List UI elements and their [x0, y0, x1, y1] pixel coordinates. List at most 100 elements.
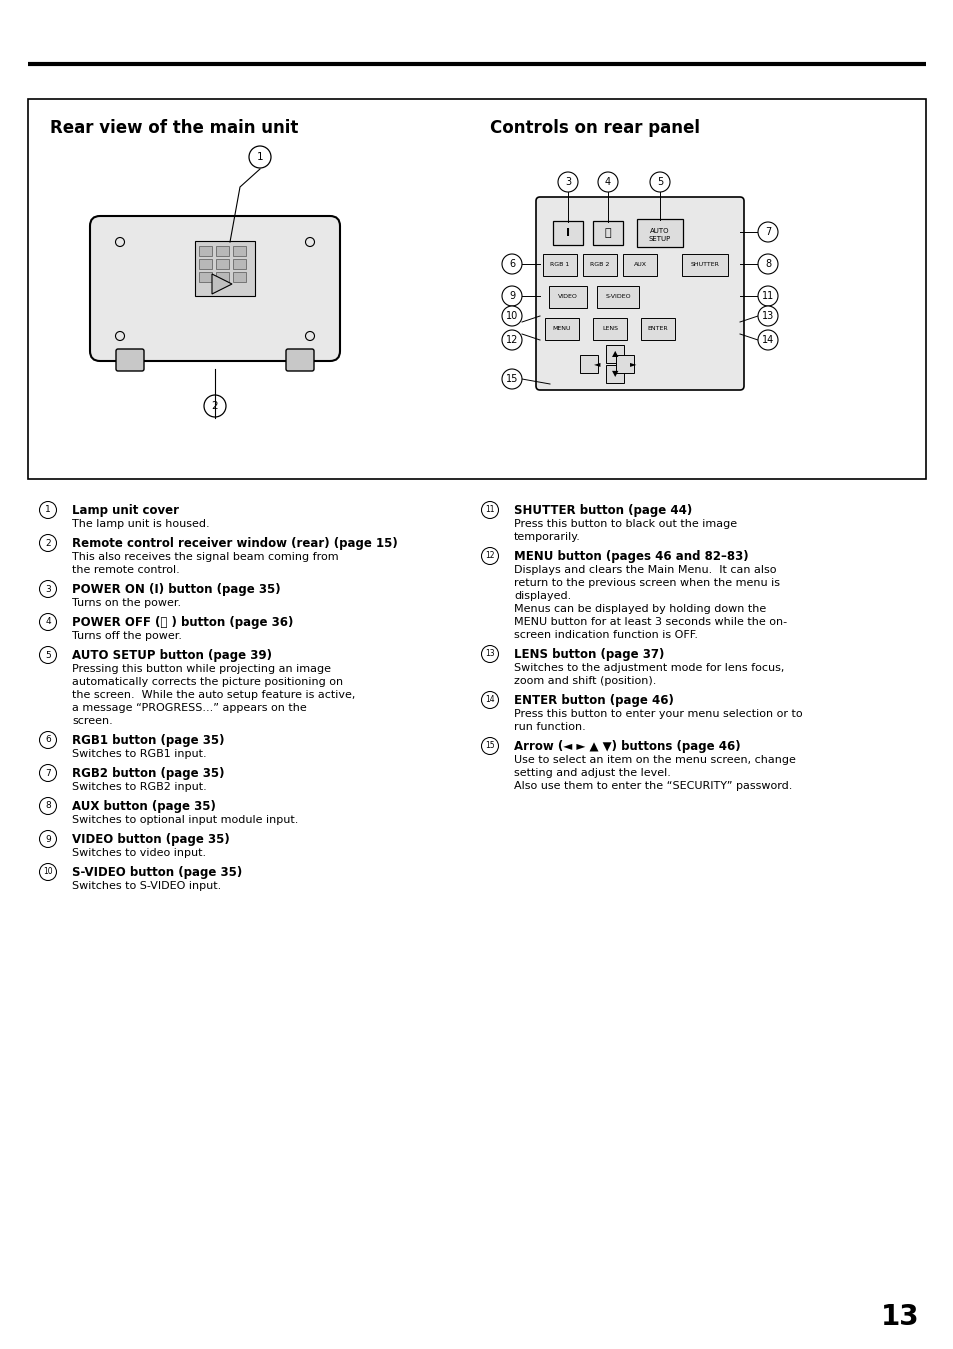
Text: Rear view of the main unit: Rear view of the main unit	[50, 119, 298, 138]
Text: 1: 1	[256, 152, 263, 162]
Text: Use to select an item on the menu screen, change: Use to select an item on the menu screen…	[514, 755, 795, 765]
Bar	[199, 272, 212, 282]
Text: AUTO SETUP button (page 39): AUTO SETUP button (page 39)	[71, 649, 272, 662]
Text: SETUP: SETUP	[648, 236, 670, 241]
FancyBboxPatch shape	[640, 318, 675, 340]
Text: ▲: ▲	[611, 349, 618, 359]
Text: ▼: ▼	[611, 370, 618, 379]
Text: 8: 8	[45, 801, 51, 811]
Text: ►: ►	[629, 359, 636, 368]
Circle shape	[39, 831, 56, 847]
Text: 13: 13	[761, 312, 773, 321]
Circle shape	[501, 331, 521, 349]
Circle shape	[758, 286, 778, 306]
Text: 9: 9	[45, 835, 51, 843]
Text: VIDEO button (page 35): VIDEO button (page 35)	[71, 832, 230, 846]
Text: 3: 3	[564, 177, 571, 188]
Text: Remote control receiver window (rear) (page 15): Remote control receiver window (rear) (p…	[71, 537, 397, 550]
Text: 15: 15	[485, 742, 495, 750]
Text: SHUTTER: SHUTTER	[690, 263, 719, 267]
Circle shape	[39, 797, 56, 815]
Text: 11: 11	[485, 506, 495, 514]
Text: 10: 10	[505, 312, 517, 321]
Text: Turns off the power.: Turns off the power.	[71, 631, 182, 641]
Text: I: I	[565, 228, 569, 237]
Circle shape	[39, 863, 56, 881]
Text: 6: 6	[45, 735, 51, 745]
Circle shape	[39, 580, 56, 598]
Text: automatically corrects the picture positioning on: automatically corrects the picture posit…	[71, 677, 343, 687]
Bar	[215, 246, 229, 256]
Text: RGB1 button (page 35): RGB1 button (page 35)	[71, 734, 224, 747]
Circle shape	[649, 173, 669, 192]
Text: MENU button (pages 46 and 82–83): MENU button (pages 46 and 82–83)	[514, 550, 748, 563]
Text: S-VIDEO: S-VIDEO	[604, 294, 630, 299]
Text: Turns on the power.: Turns on the power.	[71, 598, 181, 608]
Text: 9: 9	[508, 291, 515, 301]
Text: 13: 13	[881, 1303, 919, 1331]
FancyBboxPatch shape	[597, 286, 639, 308]
Text: 12: 12	[485, 552, 495, 560]
Text: return to the previous screen when the menu is: return to the previous screen when the m…	[514, 577, 780, 588]
Text: Switches to RGB2 input.: Switches to RGB2 input.	[71, 782, 207, 792]
Text: 12: 12	[505, 335, 517, 345]
Text: Pressing this button while projecting an image: Pressing this button while projecting an…	[71, 664, 331, 674]
Text: 2: 2	[45, 538, 51, 548]
Text: 10: 10	[43, 867, 52, 877]
Circle shape	[39, 534, 56, 552]
Circle shape	[501, 286, 521, 306]
FancyBboxPatch shape	[542, 254, 577, 277]
Text: ENTER: ENTER	[647, 326, 668, 332]
Text: a message “PROGRESS...” appears on the: a message “PROGRESS...” appears on the	[71, 703, 307, 714]
Text: POWER OFF (⏻ ) button (page 36): POWER OFF (⏻ ) button (page 36)	[71, 616, 294, 629]
Circle shape	[501, 254, 521, 274]
Text: VIDEO: VIDEO	[558, 294, 578, 299]
Text: Switches to S-VIDEO input.: Switches to S-VIDEO input.	[71, 881, 221, 890]
FancyBboxPatch shape	[116, 349, 144, 371]
Bar	[215, 259, 229, 268]
Text: 13: 13	[485, 649, 495, 658]
Text: 4: 4	[45, 618, 51, 626]
Text: Switches to video input.: Switches to video input.	[71, 849, 206, 858]
Bar	[194, 241, 254, 295]
Text: 3: 3	[45, 584, 51, 594]
Text: This also receives the signal beam coming from: This also receives the signal beam comin…	[71, 552, 338, 563]
Text: Press this button to black out the image: Press this button to black out the image	[514, 519, 737, 529]
Text: displayed.: displayed.	[514, 591, 571, 602]
Text: setting and adjust the level.: setting and adjust the level.	[514, 768, 670, 778]
Text: RGB2 button (page 35): RGB2 button (page 35)	[71, 768, 224, 780]
Text: 11: 11	[761, 291, 773, 301]
Circle shape	[39, 502, 56, 518]
Text: MENU button for at least 3 seconds while the on-: MENU button for at least 3 seconds while…	[514, 616, 786, 627]
FancyBboxPatch shape	[616, 355, 634, 374]
Text: 2: 2	[212, 401, 218, 411]
Text: Displays and clears the Main Menu.  It can also: Displays and clears the Main Menu. It ca…	[514, 565, 776, 575]
Text: LENS button (page 37): LENS button (page 37)	[514, 648, 663, 661]
Text: 5: 5	[657, 177, 662, 188]
Text: screen indication function is OFF.: screen indication function is OFF.	[514, 630, 698, 639]
Text: RGB 1: RGB 1	[550, 263, 569, 267]
FancyBboxPatch shape	[593, 318, 626, 340]
Text: The lamp unit is housed.: The lamp unit is housed.	[71, 519, 210, 529]
FancyBboxPatch shape	[605, 366, 623, 383]
FancyBboxPatch shape	[548, 286, 586, 308]
Circle shape	[481, 646, 498, 662]
Bar	[215, 272, 229, 282]
Bar	[233, 272, 246, 282]
Text: 1: 1	[45, 506, 51, 514]
Bar	[233, 259, 246, 268]
Text: screen.: screen.	[71, 716, 112, 726]
Text: 14: 14	[485, 696, 495, 704]
Text: POWER ON (I) button (page 35): POWER ON (I) button (page 35)	[71, 583, 280, 596]
Text: Also use them to enter the “SECURITY” password.: Also use them to enter the “SECURITY” pa…	[514, 781, 792, 791]
Text: zoom and shift (position).: zoom and shift (position).	[514, 676, 656, 687]
Text: AUTO: AUTO	[650, 228, 669, 233]
Text: Switches to RGB1 input.: Switches to RGB1 input.	[71, 749, 207, 759]
Text: Arrow (◄ ► ▲ ▼) buttons (page 46): Arrow (◄ ► ▲ ▼) buttons (page 46)	[514, 741, 740, 753]
Circle shape	[481, 692, 498, 708]
FancyBboxPatch shape	[536, 197, 743, 390]
Circle shape	[758, 306, 778, 326]
Circle shape	[39, 646, 56, 664]
Text: Controls on rear panel: Controls on rear panel	[490, 119, 700, 138]
Bar	[199, 259, 212, 268]
